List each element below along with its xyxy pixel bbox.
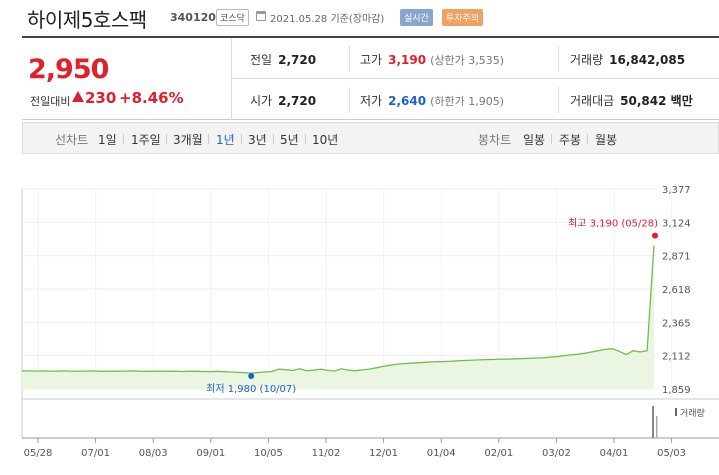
stat-trade-value: 거래대금 50,842 백만 (570, 94, 693, 108)
tab-period-1y[interactable]: 1년 (216, 133, 235, 147)
chart-period-tabs: 선차트 1일 1주일 3개월 1년 3년 5년 10년 봉차트 일봉 주봉 월봉 (22, 122, 719, 154)
x-tick-label: 05/03 (657, 448, 686, 459)
live-badge[interactable]: 실시간 (400, 9, 433, 26)
price-line-chart[interactable]: 3,377 3,124 2,871 2,618 2,365 2,112 1,859 05/28… (0, 160, 719, 475)
x-tick-label: 09/01 (196, 448, 225, 459)
quote-panel: 2,950 전일대비 230 +8.46% 전일 2,720 고가 3,190 (상한… (22, 36, 719, 120)
change-label: 전일대비 (30, 95, 71, 108)
x-tick-label: 12/01 (369, 448, 398, 459)
stat-volume: 거래량 16,842,085 (570, 53, 686, 67)
x-tick-label: 11/02 (312, 448, 341, 459)
stock-code: 340120 (170, 11, 216, 24)
x-tick-label: 05/28 (24, 448, 53, 459)
low-marker (248, 373, 255, 380)
stat-high: 고가 3,190 (상한가 3,535) (360, 53, 504, 67)
line-chart-label: 선차트 (55, 133, 89, 147)
x-tick-label: 04/01 (600, 448, 629, 459)
x-tick-label: 01/04 (427, 448, 456, 459)
stat-low: 저가 2,640 (하한가 1,905) (360, 94, 504, 108)
y-tick-label: 1,859 (662, 385, 691, 396)
change-percent: +8.46% (119, 89, 184, 107)
tab-candle-weekly[interactable]: 주봉 (559, 133, 582, 147)
warning-badge: 투자주의 (442, 9, 484, 26)
x-tick-label: 07/01 (81, 448, 110, 459)
y-tick-label: 3,377 (662, 185, 691, 196)
stat-prev-close: 전일 2,720 (250, 53, 317, 67)
x-tick-label: 10/05 (254, 448, 283, 459)
tab-period-1d[interactable]: 1일 (98, 133, 117, 147)
y-tick-label: 2,365 (662, 318, 691, 329)
tab-period-3m[interactable]: 3개월 (173, 133, 203, 147)
volume-bar (652, 406, 654, 438)
volume-legend-icon (675, 408, 677, 416)
calendar-icon (256, 11, 266, 21)
change-amount: 230 (85, 89, 117, 107)
high-marker (652, 232, 658, 239)
tab-period-10y[interactable]: 10년 (312, 133, 339, 147)
candle-chart-label: 봉차트 (478, 133, 512, 147)
stat-row-1: 전일 2,720 고가 3,190 (상한가 3,535) 거래량 16,842,085 (232, 38, 719, 79)
price-box: 2,950 전일대비 230 +8.46% (22, 38, 232, 120)
y-tick-label: 2,112 (662, 352, 691, 363)
quote-date: 2021.05.28 기준(장마감) (270, 14, 385, 25)
high-label: 최고 3,190 (05/28) (568, 218, 658, 230)
y-tick-label: 2,618 (662, 285, 691, 296)
x-tick-label: 03/02 (542, 448, 571, 459)
tab-candle-daily[interactable]: 일봉 (523, 133, 546, 147)
tab-period-5y[interactable]: 5년 (280, 133, 299, 147)
x-tick-label: 02/01 (484, 448, 513, 459)
stat-open: 시가 2,720 (250, 94, 317, 108)
volume-bar (656, 416, 658, 438)
stock-header: 하이제5호스팩 340120 코스닥 2021.05.28 기준(장마감) 실시… (0, 0, 719, 36)
x-tick-label: 08/03 (139, 448, 168, 459)
low-label: 최저 1,980 (10/07) (206, 383, 296, 395)
current-price: 2,950 (28, 54, 109, 85)
tab-candle-monthly[interactable]: 월봉 (595, 133, 618, 147)
y-tick-label: 2,871 (662, 252, 691, 263)
y-tick-label: 3,124 (662, 218, 691, 229)
stock-name: 하이제5호스팩 (27, 8, 147, 32)
stat-row-2: 시가 2,720 저가 2,640 (하한가 1,905) 거래대금 50,842 백만 (232, 79, 719, 120)
tab-period-3y[interactable]: 3년 (248, 133, 267, 147)
up-arrow-icon (72, 91, 84, 102)
price-area-fill (22, 245, 654, 389)
price-line (21, 245, 655, 374)
tab-period-1w[interactable]: 1주일 (131, 133, 161, 147)
volume-legend-label: 거래량 (680, 407, 705, 419)
market-badge: 코스닥 (216, 9, 249, 26)
